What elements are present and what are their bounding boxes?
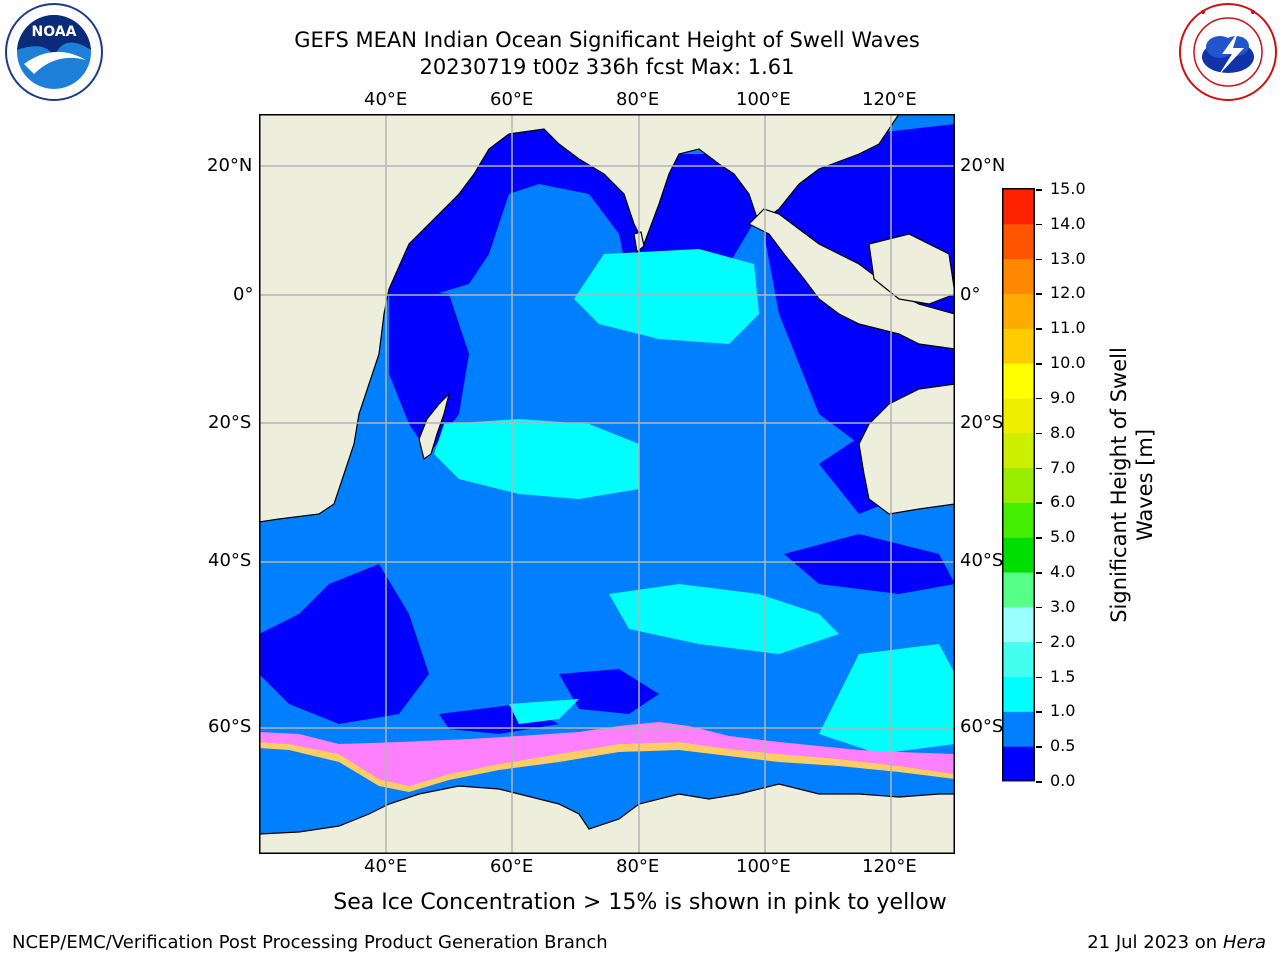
colorbar-segment [1002, 328, 1035, 364]
colorbar-tick-mark [1036, 746, 1042, 748]
lat-label-left: 60°S [208, 716, 252, 737]
swell-height-map [259, 114, 955, 854]
colorbar-segment [1002, 502, 1035, 538]
map-frame [259, 114, 955, 854]
colorbar-segment [1002, 363, 1035, 399]
colorbar-tick-mark [1036, 467, 1042, 470]
lon-label-top: 60°E [490, 89, 534, 110]
colorbar-title-line1: Significant Height of Swell [1107, 347, 1131, 623]
lon-label-bottom: 120°E [862, 856, 917, 877]
colorbar-segment [1002, 572, 1035, 608]
lat-label-right: 20°N [960, 155, 1006, 176]
lon-label-bottom: 60°E [490, 856, 534, 877]
colorbar-tick-label: 14.0 [1050, 213, 1086, 233]
colorbar-tick-mark [1036, 363, 1042, 365]
colorbar-tick-label: 1.5 [1050, 666, 1076, 686]
lon-label-top: 120°E [862, 89, 917, 110]
footer-org: NCEP/EMC/Verification Post Processing Pr… [12, 932, 608, 953]
colorbar-tick-label: 12.0 [1050, 283, 1086, 303]
colorbar-segment [1002, 606, 1035, 643]
footer-machine: Hera [1222, 932, 1266, 953]
colorbar-segment [1002, 676, 1035, 712]
colorbar-tick-label: 10.0 [1050, 353, 1086, 373]
colorbar-tick-mark [1036, 641, 1042, 644]
colorbar-tick-mark [1036, 432, 1042, 435]
colorbar-tick-label: 13.0 [1050, 248, 1086, 268]
lat-label-left: 20°N [207, 155, 253, 176]
colorbar-tick-mark [1036, 711, 1042, 713]
land-madagascar [418, 392, 451, 461]
footer-date: 21 Jul 2023 on Hera [1087, 932, 1266, 953]
noaa-logo: NOAA [4, 2, 104, 102]
land-australia [858, 383, 955, 515]
lon-label-top: 40°E [364, 89, 408, 110]
lat-label-right: 40°S [960, 550, 1004, 571]
colorbar [1002, 188, 1035, 782]
land-africa-asia [259, 114, 955, 523]
colorbar-segment [1002, 223, 1035, 260]
colorbar-segment [1002, 537, 1035, 573]
colorbar-tick-label: 0.0 [1050, 771, 1076, 790]
graticule [259, 114, 955, 854]
colorbar-tick-mark [1036, 397, 1042, 400]
colorbar-segment [1002, 467, 1035, 503]
land-antarctica [259, 783, 955, 854]
colorbar-tick-label: 15.0 [1050, 179, 1086, 198]
colorbar-tick-label: 4.0 [1050, 562, 1076, 582]
colorbar-tick-mark [1036, 189, 1042, 191]
colorbar-tick-mark [1036, 328, 1042, 330]
chart-subtitle: 20230719 t00z 336h fcst Max: 1.61 [419, 55, 795, 79]
nws-logo [1178, 2, 1278, 102]
lat-label-left: 0° [233, 284, 254, 305]
lat-label-right: 0° [960, 284, 981, 305]
colorbar-tick-label: 6.0 [1050, 492, 1076, 512]
colorbar-tick-mark [1036, 223, 1042, 226]
lat-label-left: 40°S [208, 550, 252, 571]
colorbar-segment [1002, 641, 1035, 678]
colorbar-title-line2: Waves [m] [1133, 428, 1157, 542]
colorbar-tick-label: 9.0 [1050, 387, 1076, 407]
colorbar-segment [1002, 189, 1035, 225]
lon-label-bottom: 100°E [736, 856, 791, 877]
colorbar-tick-label: 11.0 [1050, 318, 1086, 338]
lon-label-bottom: 40°E [364, 856, 408, 877]
colorbar-tick-mark [1036, 572, 1042, 574]
land-indonesia [747, 208, 955, 350]
colorbar-segment [1002, 293, 1035, 329]
colorbar-tick-mark [1036, 537, 1042, 539]
colorbar-tick-label: 0.5 [1050, 736, 1076, 756]
sea-ice-caption: Sea Ice Concentration > 15% is shown in … [333, 890, 947, 915]
colorbar-ticks: 15.0 14.0 13.0 12.0 11.0 10.0 9.0 8.0 7.0 6.0 5.0 4… [1036, 179, 1106, 790]
colorbar-title: Significant Height of Swell Waves [m] [1104, 188, 1160, 782]
low-swell-regions [259, 124, 955, 734]
noaa-logo-text: NOAA [32, 24, 77, 40]
colorbar-tick-label: 3.0 [1050, 596, 1076, 616]
colorbar-tick-mark [1036, 781, 1042, 783]
colorbar-segment [1002, 711, 1035, 747]
colorbar-tick-label: 8.0 [1050, 422, 1076, 442]
colorbar-segment [1002, 258, 1035, 294]
lon-label-bottom: 80°E [616, 856, 660, 877]
lon-label-top: 100°E [736, 89, 791, 110]
colorbar-tick-label: 5.0 [1050, 527, 1076, 547]
lat-label-right: 60°S [960, 716, 1004, 737]
chart-title: GEFS MEAN Indian Ocean Significant Heigh… [294, 28, 920, 52]
colorbar-tick-mark [1036, 258, 1042, 261]
colorbar-segment [1002, 432, 1035, 469]
colorbar-segment [1002, 746, 1035, 782]
lat-label-right: 20°S [960, 412, 1004, 433]
colorbar-segment [1002, 397, 1035, 434]
colorbar-tick-mark [1036, 293, 1042, 295]
colorbar-tick-label: 2.0 [1050, 631, 1076, 651]
mid-swell-regions [434, 249, 955, 754]
colorbar-tick-mark [1036, 606, 1042, 609]
footer-date-text: 21 Jul 2023 on [1087, 932, 1223, 953]
lon-label-top: 80°E [616, 89, 660, 110]
sea-ice-band [259, 722, 955, 792]
colorbar-tick-label: 7.0 [1050, 457, 1076, 477]
colorbar-tick-mark [1036, 502, 1042, 504]
lat-label-left: 20°S [208, 412, 252, 433]
colorbar-tick-label: 1.0 [1050, 701, 1076, 721]
colorbar-tick-mark [1036, 676, 1042, 679]
